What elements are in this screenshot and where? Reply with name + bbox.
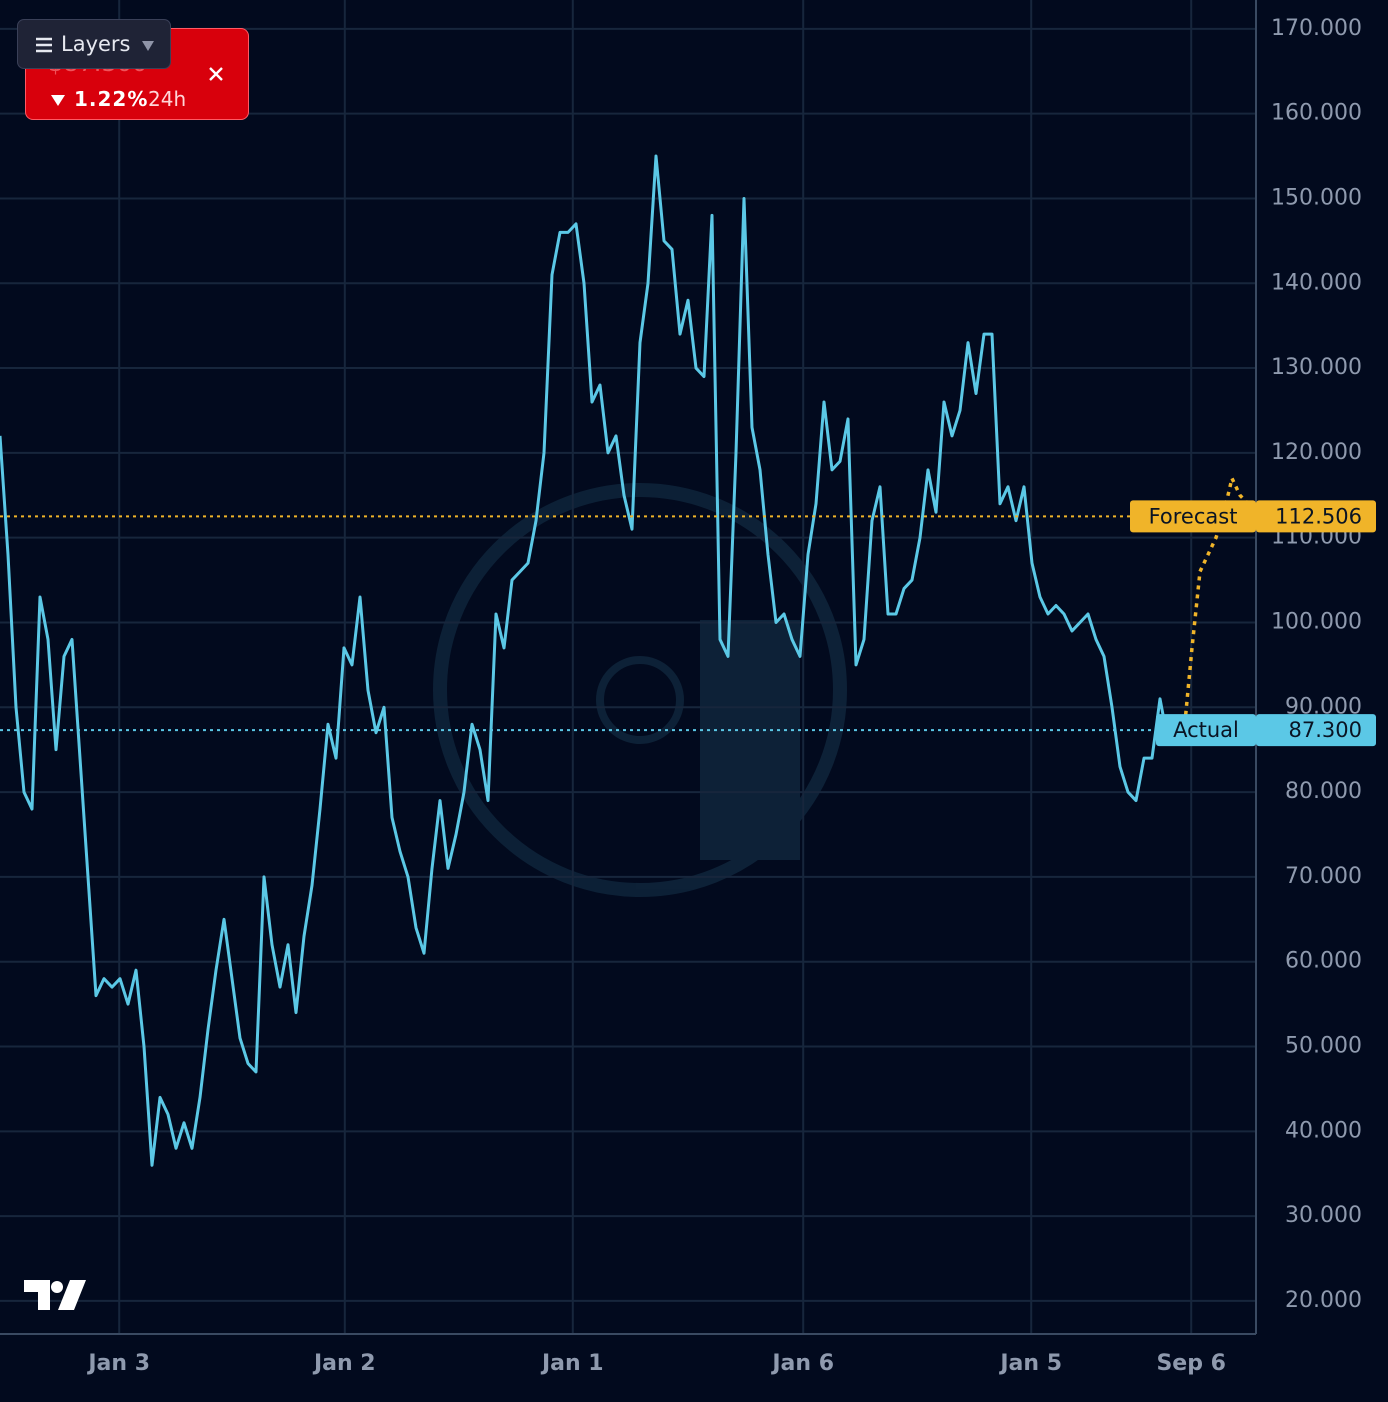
y-tick-label: 30.000	[1285, 1203, 1362, 1228]
reference-value: 87.300	[1289, 718, 1362, 742]
y-tick-label: 20.000	[1285, 1288, 1362, 1313]
x-tick-label: Jan 2	[312, 1351, 376, 1376]
layers-button[interactable]: Layers	[17, 19, 171, 69]
close-button[interactable]	[209, 67, 223, 81]
watermark	[433, 483, 847, 897]
reference-value-badge	[1256, 500, 1376, 533]
series-line	[1182, 476, 1250, 733]
reference-value-badge	[1256, 714, 1376, 747]
reference-name-badge	[1156, 714, 1256, 747]
y-tick-label: 40.000	[1285, 1118, 1362, 1143]
y-tick-label: 170.000	[1271, 16, 1362, 41]
y-tick-label: 80.000	[1285, 779, 1362, 804]
y-tick-label: 140.000	[1271, 270, 1362, 295]
y-tick-label: 70.000	[1285, 864, 1362, 889]
tradingview-logo	[24, 1280, 86, 1310]
y-tick-label: 160.000	[1271, 101, 1362, 126]
x-tick-label: Jan 6	[770, 1351, 834, 1376]
reference-value: 112.506	[1275, 504, 1362, 528]
change: 1.22%	[74, 87, 149, 111]
down-arrow	[51, 95, 65, 106]
reference-name-badge	[1130, 500, 1256, 533]
series-line	[0, 154, 1184, 1167]
y-tick-label: 50.000	[1285, 1034, 1362, 1059]
y-tick-label: 130.000	[1271, 355, 1362, 380]
x-tick-label: Jan 5	[998, 1351, 1062, 1376]
dropdown-icon	[142, 41, 154, 51]
reference-name: Forecast	[1149, 504, 1238, 528]
reference-name: Actual	[1173, 718, 1239, 742]
period: 24h	[148, 87, 187, 111]
x-tick-label: Jan 1	[540, 1351, 604, 1376]
x-tick-label: Jan 3	[86, 1351, 150, 1376]
layers-label: Layers	[61, 32, 131, 56]
y-tick-label: 150.000	[1271, 185, 1362, 210]
menu-icon	[36, 37, 52, 53]
y-tick-label: 60.000	[1285, 949, 1362, 974]
y-tick-label: 100.000	[1271, 609, 1362, 634]
y-tick-label: 120.000	[1271, 440, 1362, 465]
x-tick-label: Sep 6	[1156, 1351, 1225, 1376]
